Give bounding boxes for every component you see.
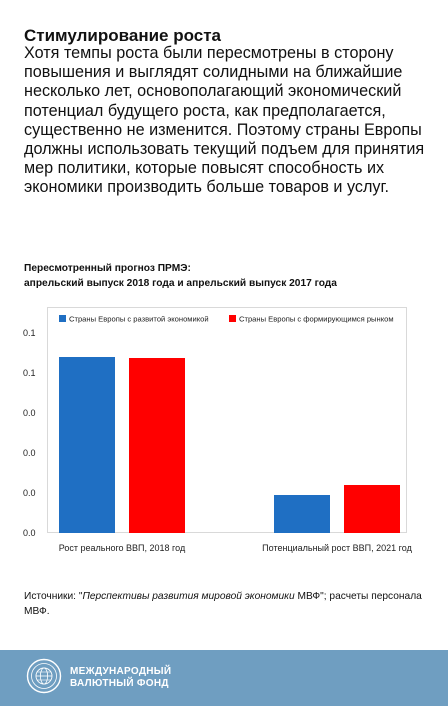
bar: [344, 485, 400, 533]
y-tick-label: 0.1: [23, 328, 36, 338]
footer-bar: МЕЖДУНАРОДНЫЙ ВАЛЮТНЫЙ ФОНД: [0, 650, 448, 706]
y-tick-label: 0.0: [23, 528, 36, 538]
lead-paragraph: Хотя темпы роста были пересмотрены в сто…: [24, 44, 425, 197]
source-note: Источники: "Перспективы развития мировой…: [24, 589, 424, 619]
y-tick-label: 0.0: [23, 448, 36, 458]
legend-label: Страны Европы с формирующимся рынком: [239, 315, 394, 324]
org-name: МЕЖДУНАРОДНЫЙ ВАЛЮТНЫЙ ФОНД: [70, 666, 171, 690]
y-tick-label: 0.0: [23, 488, 36, 498]
org-name-line-1: МЕЖДУНАРОДНЫЙ: [70, 666, 172, 677]
x-category-label: Рост реального ВВП, 2018 год: [58, 543, 186, 553]
legend-label: Страны Европы с развитой экономикой: [69, 315, 209, 324]
x-category-label: Потенциальный рост ВВП, 2021 год: [262, 543, 412, 553]
org-name-line-2: ВАЛЮТНЫЙ ФОНД: [70, 678, 169, 689]
legend-swatch: [229, 315, 236, 322]
chart-title-line-2: апрельский выпуск 2018 года и апрельский…: [24, 278, 337, 289]
bar: [129, 358, 185, 533]
source-italic: Перспективы развития мировой экономики: [82, 591, 295, 602]
chart-title-line-1: Пересмотренный прогноз ПРМЭ:: [24, 263, 191, 274]
chart: Страны Европы с развитой экономикой Стран…: [23, 307, 412, 557]
source-suffix: МВФ"; расчеты персонала МВФ.: [24, 591, 422, 617]
heading: Стимулирование роста: [24, 26, 222, 45]
plot-frame: [47, 307, 407, 533]
chart-title: Пересмотренный прогноз ПРМЭ: апрельский …: [24, 261, 424, 291]
chart-svg: Страны Европы с развитой экономикой Стран…: [47, 307, 407, 533]
y-tick-label: 0.1: [23, 368, 36, 378]
imf-seal-icon: [26, 658, 62, 694]
source-prefix: Источники: ": [24, 591, 83, 602]
legend-swatch: [59, 315, 66, 322]
bar: [59, 357, 115, 533]
bar: [274, 495, 330, 533]
y-tick-label: 0.0: [23, 408, 36, 418]
